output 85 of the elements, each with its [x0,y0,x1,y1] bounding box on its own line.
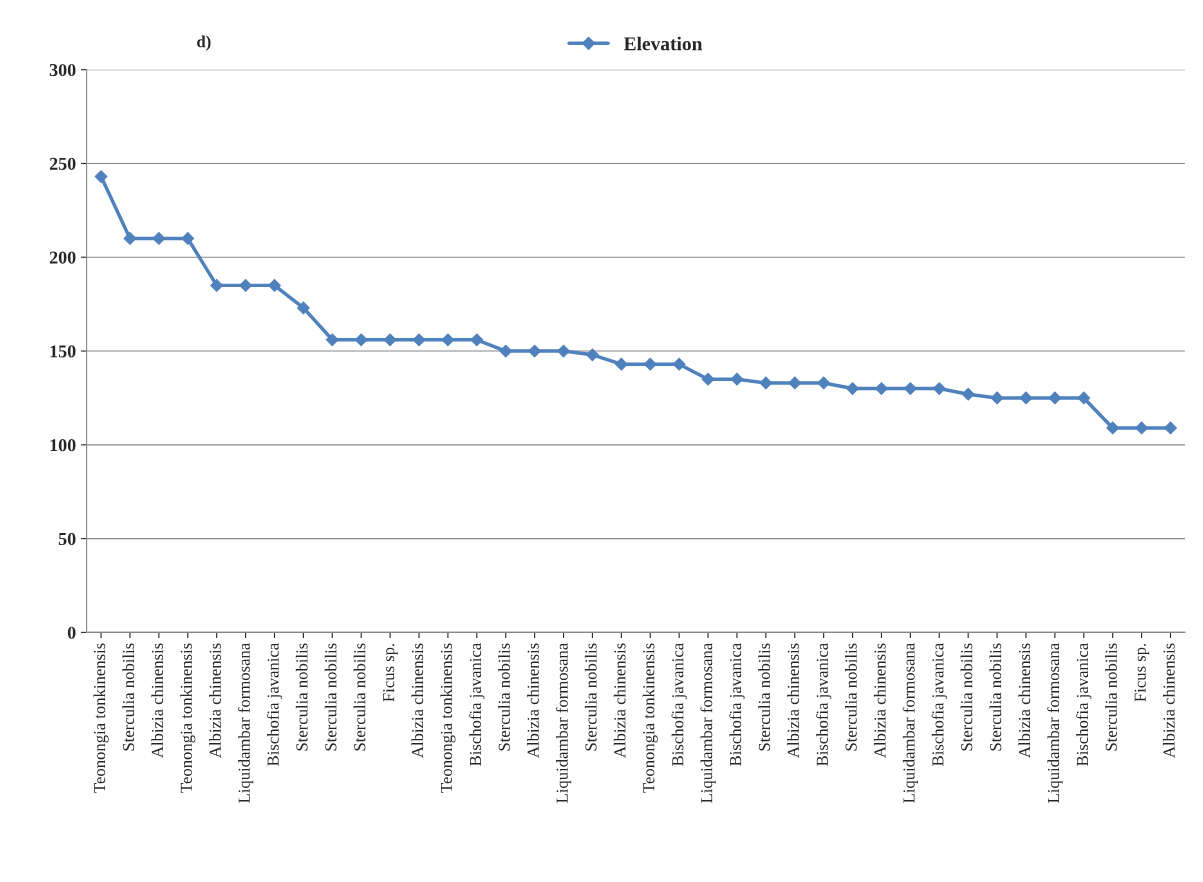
point [788,376,802,390]
y-tick-label: 250 [49,157,76,170]
x-tick-label: Ficus sp. [1134,643,1150,702]
x-tick-label: Albizia chinensis [411,643,424,758]
point [210,278,224,292]
x-tick-label: Albizia chinensis [151,643,164,758]
x-tick-label: Liquidambar formosana [237,643,254,803]
point [643,357,657,371]
point [1048,391,1062,405]
point [759,376,773,390]
point [1077,391,1091,405]
y-tick-label: 0 [67,626,76,639]
point [672,357,686,371]
point [239,278,252,292]
x-tick-label: Sterculia nobilis [295,643,308,751]
point [383,333,397,347]
x-tick-label: Sterculia nobilis [758,643,771,751]
point [846,382,859,395]
point [1106,421,1120,435]
x-tick-label: Liquidambar formosana [700,643,716,803]
x-tick-label: Teonongia tonkinensis [440,643,456,793]
point [817,376,831,390]
y-tick-label: 50 [58,532,76,546]
point [296,301,310,315]
point [557,344,570,358]
point [441,333,455,347]
x-tick-label: Bischofia javanica [266,643,283,766]
point [499,344,513,358]
point [875,382,888,395]
legend-label: Elevation [623,36,703,51]
x-tick-label: Teonongia tonkinensis [93,643,109,793]
x-tick-label: Sterculia nobilis [989,643,1002,751]
x-tick-label: Albizia chinensis [209,643,221,758]
point [123,232,137,245]
x-tick-label: Sterculia nobilis [845,643,857,751]
x-tick-label: Liquidambar formosana [902,643,919,803]
point [412,333,426,347]
point [528,344,542,358]
point [614,357,628,371]
x-tick-label: Sterculia nobilis [1105,643,1117,751]
point [932,382,946,395]
x-tick-label: Albizia chinensis [873,643,886,758]
point [730,372,744,386]
point [1019,391,1033,405]
x-tick-label: Teonongia tonkinensis [180,643,196,793]
chart-title: d) [197,35,211,51]
point [181,232,195,245]
x-tick-label: Bischofia javanica [469,643,485,766]
x-tick-label: Albizia chinensis [613,643,626,758]
x-tick-label: Ficus sp. [383,643,398,702]
point [325,333,339,347]
x-tick-label: Sterculia nobilis [960,643,973,751]
point [268,278,281,292]
x-tick-label: Albizia chinensis [527,643,539,758]
y-tick-label: 100 [50,439,76,452]
x-tick-label: Liquidambar formosana [555,643,572,803]
point [1164,421,1177,435]
point [961,387,975,401]
x-tick-label: Albizia chinensis [1162,643,1175,758]
x-tick-label: Bischofia javanica [671,643,687,766]
x-tick-label: Sterculia nobilis [122,643,135,751]
x-tick-label: Sterculia nobilis [498,643,510,751]
x-tick-label: Sterculia nobilis [324,643,337,751]
y-tick-label: 300 [49,63,76,77]
x-tick-label: Albizia chinensis [1018,643,1031,758]
y-tick-label: 200 [49,251,76,264]
point [701,372,715,386]
x-tick-label: Bischofia javanica [816,643,832,766]
x-tick-label: Bischofia javanica [729,643,745,766]
point [1135,421,1149,435]
x-tick-label: Bischofia javanica [931,643,947,766]
x-tick-label: Albizia chinensis [787,643,799,758]
x-tick-label: Liquidambar formosana [1047,643,1063,803]
x-tick-label: Sterculia nobilis [584,643,597,751]
x-tick-label: Bischofia javanica [1076,643,1092,766]
point [152,232,166,245]
point [470,333,484,347]
point [990,391,1004,405]
point [94,170,108,184]
point [903,382,917,395]
y-tick-label: 150 [50,345,76,358]
point [354,333,368,347]
point [586,348,599,362]
x-tick-label: Teonongia tonkinensis [642,643,658,793]
x-tick-label: Sterculia nobilis [353,643,366,751]
